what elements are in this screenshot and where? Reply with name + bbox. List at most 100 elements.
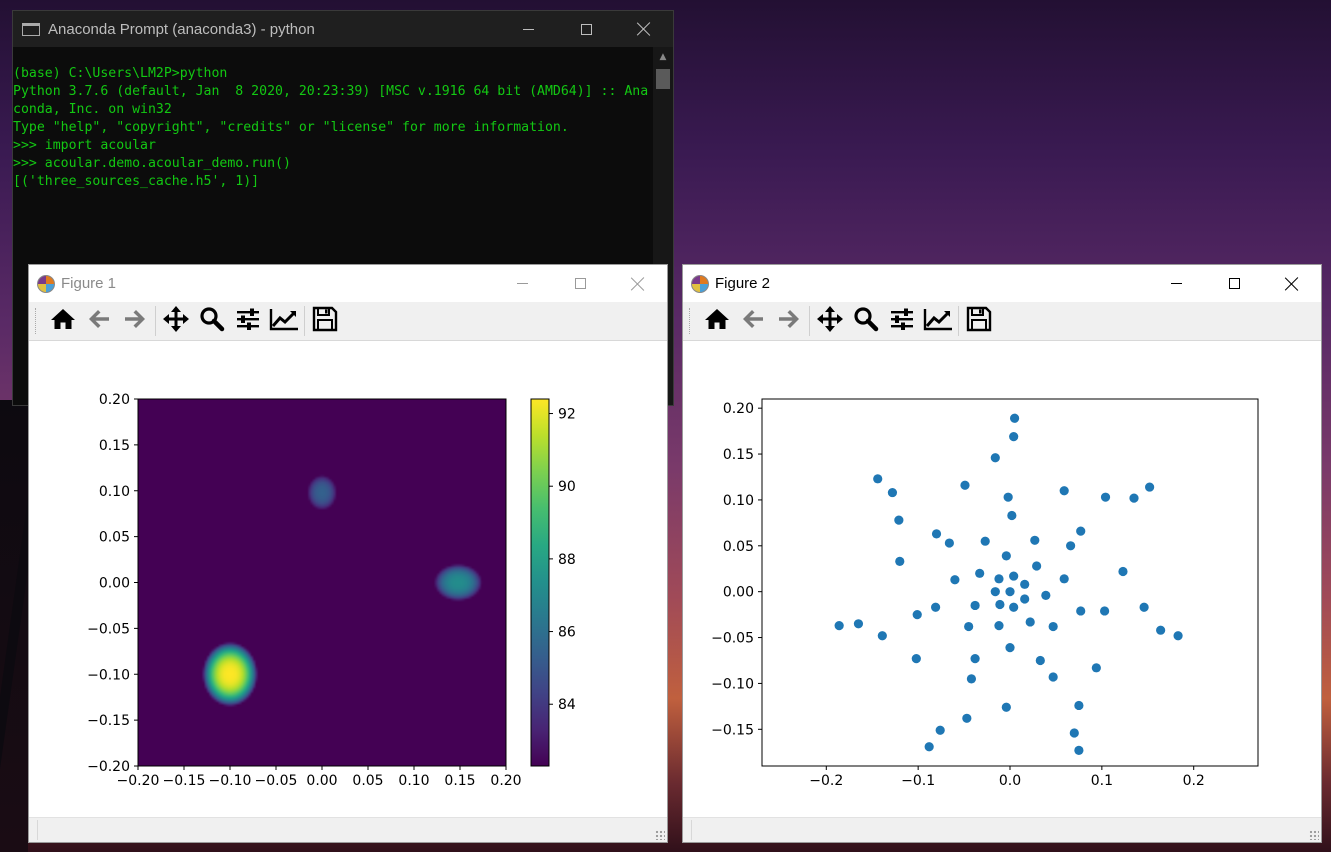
y-tick-label: −0.15: [711, 722, 754, 738]
toolbar-grip[interactable]: [689, 308, 693, 334]
zoom-button[interactable]: [848, 303, 884, 339]
toolbar-separator: [958, 306, 959, 336]
minimize-icon: [1170, 283, 1182, 284]
home-icon: [50, 307, 76, 335]
maximize-button[interactable]: [557, 11, 615, 47]
minimize-icon: [522, 28, 534, 30]
close-button[interactable]: [1263, 266, 1321, 302]
scatter-point: [1001, 702, 1011, 712]
scatter-point: [1139, 602, 1149, 612]
scatter-point: [1035, 655, 1045, 666]
scatter-point: [950, 575, 960, 585]
forward-arrow-button[interactable]: [117, 303, 153, 339]
figure-1-titlebar[interactable]: Figure 1: [29, 265, 667, 302]
scatter-point: [1007, 510, 1017, 521]
maximize-button[interactable]: [1205, 266, 1263, 302]
x-tick-label: 0.10: [398, 773, 429, 789]
home-button[interactable]: [699, 303, 735, 339]
terminal-output[interactable]: (base) C:\Users\LM2P>python Python 3.7.6 …: [13, 65, 653, 191]
configure-subplots-button[interactable]: [884, 303, 920, 339]
scatter-point: [1145, 482, 1155, 492]
close-button[interactable]: [615, 11, 673, 47]
terminal-titlebar[interactable]: Anaconda Prompt (anaconda3) - python: [13, 11, 673, 47]
back-arrow-button[interactable]: [81, 303, 117, 339]
scatter-point: [994, 574, 1004, 584]
terminal-line: >>> import acoular: [13, 138, 156, 153]
scroll-up-icon[interactable]: ▲: [659, 52, 667, 62]
scatter-point: [1005, 587, 1015, 597]
figure-1-statusbar: [29, 817, 667, 842]
save-button[interactable]: [307, 303, 343, 339]
home-button[interactable]: [45, 303, 81, 339]
back-arrow-button[interactable]: [735, 303, 771, 339]
scatter-point: [1066, 541, 1076, 551]
scrollbar-thumb[interactable]: [656, 69, 670, 89]
terminal-line: (base) C:\Users\LM2P>python: [13, 66, 228, 81]
figure-2-titlebar[interactable]: Figure 2: [683, 265, 1321, 302]
zoom-button[interactable]: [194, 303, 230, 339]
minimize-button[interactable]: [1147, 266, 1205, 302]
colorbar: [530, 398, 550, 767]
terminal-title: Anaconda Prompt (anaconda3) - python: [48, 20, 315, 38]
maximize-icon: [580, 23, 592, 35]
figure-1-plot[interactable]: −0.20 −0.15 −0.10 −0.05 0.00 0.05 0.10 0.15 0.20…: [29, 341, 667, 817]
scatter-point: [1048, 672, 1058, 682]
resize-grip-icon[interactable]: [1309, 830, 1319, 840]
figure-1-window[interactable]: Figure 1 −0.20 −0.15 −0.10 −0.05 0.00 0.05 0.1…: [28, 264, 668, 843]
close-button[interactable]: [609, 266, 667, 302]
x-tick-label: 0.1: [1091, 773, 1113, 789]
forward-arrow-button[interactable]: [771, 303, 807, 339]
y-tick-label: 0.00: [723, 585, 754, 601]
scatter-point: [895, 556, 905, 566]
terminal-line: [('three_sources_cache.h5', 1)]: [13, 174, 260, 189]
toolbar-grip[interactable]: [35, 308, 39, 334]
scatter-point: [1020, 594, 1030, 604]
save-button[interactable]: [961, 303, 997, 339]
scatter-point: [912, 610, 922, 620]
axes-frame: [761, 398, 1259, 767]
configure-subplots-icon: [235, 307, 261, 335]
resize-grip-icon[interactable]: [655, 830, 665, 840]
y-tick-label: −0.10: [87, 667, 130, 683]
minimize-icon: [516, 283, 528, 284]
x-tick-label: −0.2: [809, 773, 843, 789]
pan-button[interactable]: [812, 303, 848, 339]
toolbar-separator: [155, 306, 156, 336]
toolbar-separator: [809, 306, 810, 336]
save-icon: [966, 306, 992, 336]
scatter-point: [1009, 432, 1019, 442]
y-tick-label: 0.05: [99, 530, 130, 546]
edit-axis-icon: [923, 307, 953, 335]
edit-axis-icon: [269, 307, 299, 335]
matplotlib-logo-icon: [691, 274, 709, 293]
figure-2-window[interactable]: Figure 2 −0.2 −0.1 0.0 0.1 0.2 0.20 0.15 0.10 0.…: [682, 264, 1322, 843]
scatter-point: [994, 621, 1004, 631]
terminal-window[interactable]: Anaconda Prompt (anaconda3) - python (ba…: [12, 10, 674, 406]
maximize-button[interactable]: [551, 266, 609, 302]
minimize-button[interactable]: [493, 266, 551, 302]
colorbar-tick-label: 90: [558, 479, 576, 495]
y-tick-label: −0.05: [711, 631, 754, 647]
figure-2-statusbar: [683, 817, 1321, 842]
scatter-point: [1069, 728, 1079, 738]
scatter-point: [980, 536, 990, 546]
y-tick-label: −0.05: [87, 621, 130, 637]
scatter-point: [970, 600, 980, 611]
figure-2-plot[interactable]: −0.2 −0.1 0.0 0.1 0.2 0.20 0.15 0.10 0.05 0.00 −0.…: [683, 341, 1321, 817]
scatter-point: [1173, 631, 1183, 641]
scatter-point: [1118, 566, 1128, 577]
edit-axis-button[interactable]: [266, 303, 302, 339]
scatter-point: [1009, 602, 1019, 612]
back-arrow-icon: [86, 307, 112, 335]
scatter-point: [1091, 663, 1101, 673]
pan-icon: [816, 305, 844, 337]
minimize-button[interactable]: [499, 11, 557, 47]
edit-axis-button[interactable]: [920, 303, 956, 339]
x-tick-label: 0.2: [1183, 773, 1205, 789]
y-tick-label: 0.10: [723, 493, 754, 509]
pan-button[interactable]: [158, 303, 194, 339]
configure-subplots-button[interactable]: [230, 303, 266, 339]
heatmap-image: [138, 399, 506, 766]
scatter-point: [1009, 413, 1020, 423]
matplotlib-logo-icon: [37, 274, 55, 293]
